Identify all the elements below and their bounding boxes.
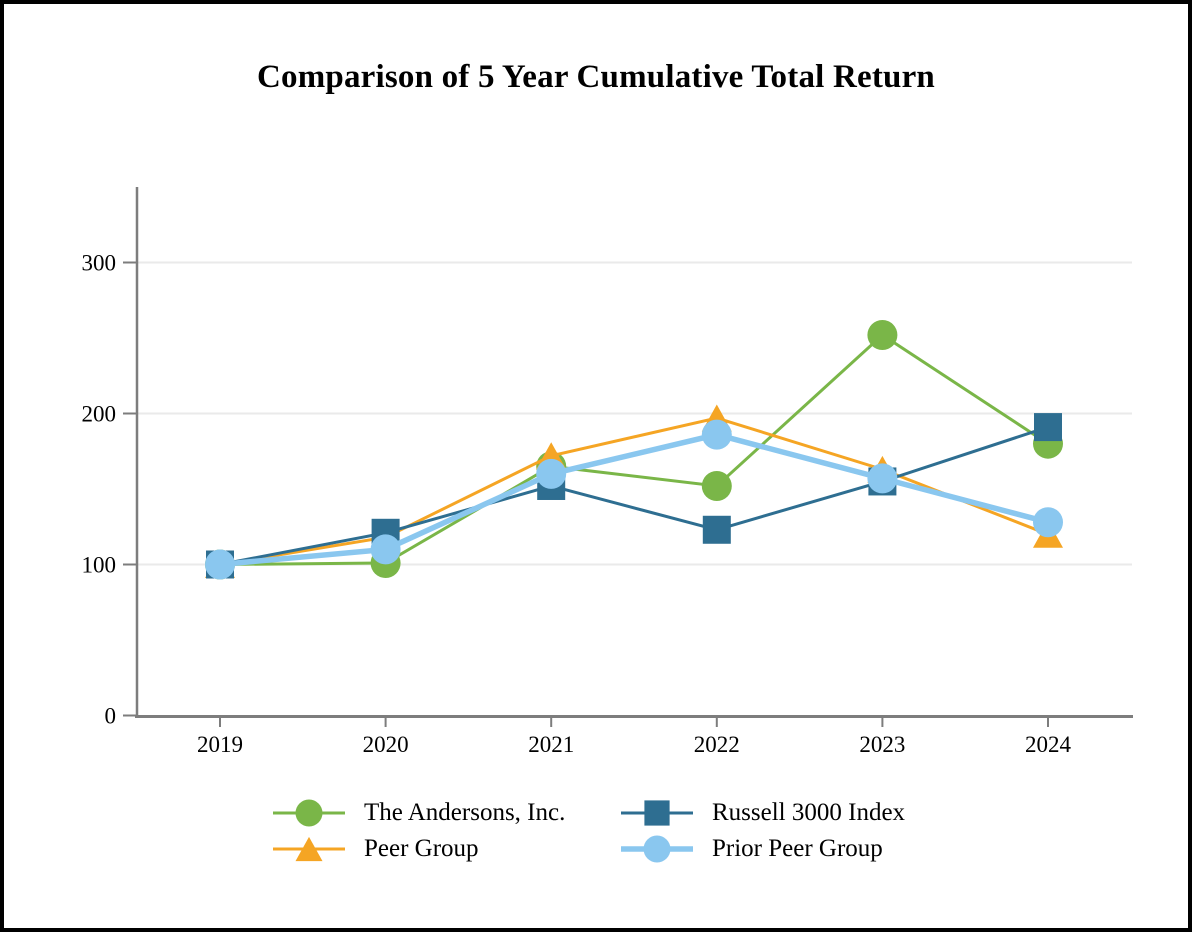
legend-label-andersons: The Andersons, Inc. [364, 799, 566, 826]
data-point-circle [701, 470, 732, 501]
y-tick-label-0: 0 [105, 704, 117, 729]
data-point-circle [643, 835, 671, 863]
chart-legend: The Andersons, Inc. Peer Group Russell 3… [4, 795, 1188, 895]
data-point-circle [370, 534, 401, 565]
series-prior-peer-group [205, 419, 1063, 580]
legend-label-russell-3000: Russell 3000 Index [712, 799, 906, 826]
chart-title: Comparison of 5 Year Cumulative Total Re… [257, 59, 935, 95]
y-tick-label-300: 300 [82, 251, 117, 276]
legend-item-prior-peer-group: Prior Peer Group [618, 831, 905, 867]
data-point-circle [205, 549, 235, 580]
series-line [219, 425, 1049, 566]
data-point-circle [536, 458, 567, 489]
x-tick-label-2020: 2020 [363, 732, 409, 757]
legend-column-left: The Andersons, Inc. Peer Group [270, 795, 565, 867]
series-line [219, 416, 1049, 566]
y-tick-label-200: 200 [82, 402, 117, 427]
data-point-triangle [295, 836, 323, 862]
x-tick-label-2024: 2024 [1025, 732, 1072, 757]
prior-peer-group-circle-marker-icon [621, 835, 693, 863]
legend-label-peer-group: Peer Group [364, 835, 479, 862]
series-line [219, 333, 1049, 566]
data-point-circle [1033, 507, 1063, 538]
data-point-circle [867, 319, 898, 350]
andersons-circle-marker-icon [273, 799, 345, 827]
legend-label-prior-peer-group: Prior Peer Group [712, 835, 883, 862]
legend-item-andersons: The Andersons, Inc. [270, 795, 565, 831]
x-tick-label-2022: 2022 [694, 732, 740, 757]
data-point-square [702, 515, 731, 544]
legend-column-right: Russell 3000 Index Prior Peer Group [618, 795, 905, 867]
data-point-square [644, 800, 670, 826]
data-point-square [1034, 413, 1062, 442]
x-tick-label-2023: 2023 [859, 732, 905, 757]
peer-group-triangle-marker-icon [273, 836, 345, 862]
line-chart-plot: 0 100 200 300 2019 2020 2021 2022 2023 2024 [82, 187, 1133, 757]
series-line [219, 431, 1049, 568]
series-the-andersons-inc- [205, 319, 1063, 580]
y-tick-label-100: 100 [82, 553, 117, 578]
legend-item-peer-group: Peer Group [270, 831, 565, 867]
data-point-circle [295, 799, 323, 827]
x-tick-label-2019: 2019 [197, 732, 243, 757]
legend-item-russell-3000: Russell 3000 Index [618, 795, 905, 831]
data-point-circle [701, 419, 732, 450]
data-point-circle [867, 463, 898, 494]
russell-3000-square-marker-icon [621, 800, 693, 826]
x-tick-label-2021: 2021 [528, 732, 574, 757]
